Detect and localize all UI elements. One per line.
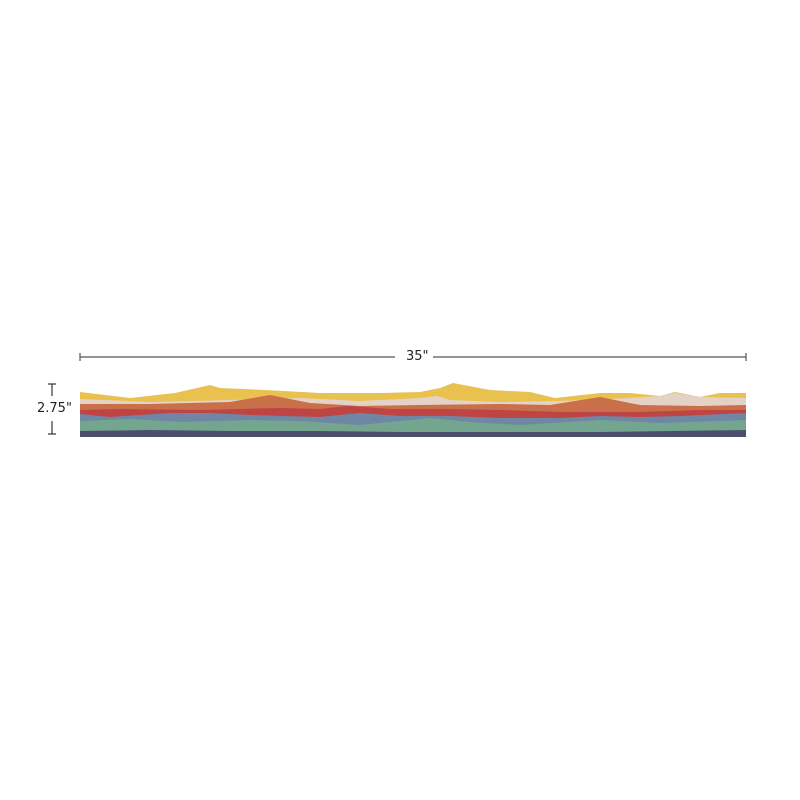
height-dimension-marker: [48, 383, 56, 435]
navy-mountain-layer: [80, 430, 746, 437]
width-label: 35": [402, 349, 433, 364]
width-dimension-line: [79, 353, 747, 361]
height-label: 2.75": [37, 401, 72, 416]
mountain-layers: [80, 383, 746, 437]
